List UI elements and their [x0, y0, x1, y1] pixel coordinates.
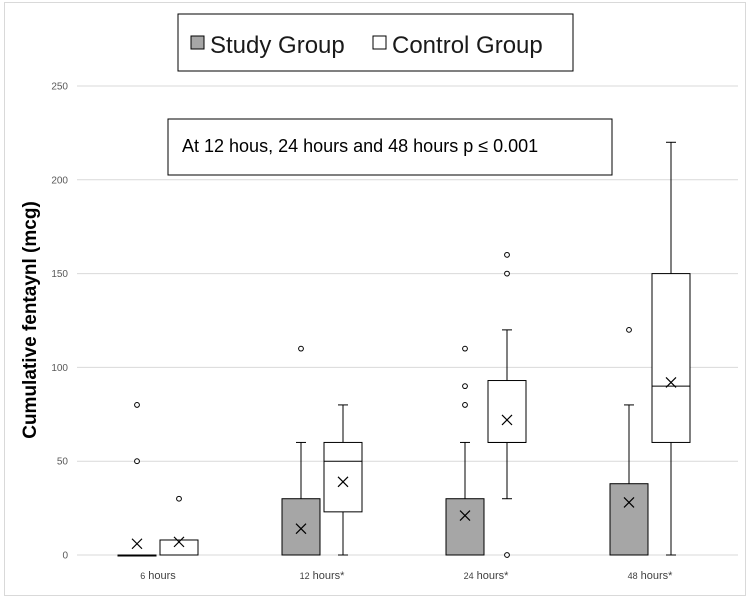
x-category-labels: 6 hours 12 hours* 24 hours* 48 hours* [140, 570, 673, 582]
legend-label-study-group: Study Group [210, 32, 345, 59]
study-group-2-box [445, 498, 485, 556]
study-group-3-box [609, 483, 649, 556]
control-group-1-box [323, 441, 363, 513]
control-group-3-box [651, 273, 691, 443]
y-tick-label-200: 200 [51, 175, 68, 186]
control-group-3-mean-marker [665, 376, 677, 388]
study-group-1-outlier-0 [298, 345, 304, 352]
y-tick-label-250: 250 [51, 82, 68, 93]
study-group-2-outlier-0 [462, 402, 468, 408]
study-group-1-mean-marker [295, 523, 307, 535]
study-group-0-mean-marker [131, 538, 143, 550]
x-category-label-1: 12 hours* [300, 570, 346, 582]
box-marks [117, 141, 691, 558]
x-category-label-3: 48 hours* [628, 570, 674, 582]
y-axis-label: Cumulative fentaynl (mcg) [20, 201, 41, 439]
x-category-label-2: 24 hours* [464, 570, 510, 582]
legend-label-control-group: Control Group [392, 32, 543, 59]
x-category-label-0: 6 hours [140, 570, 176, 582]
control-group-2-box [487, 380, 527, 443]
control-group-0-mean-marker [173, 536, 185, 548]
study-group-0-outlier-0 [134, 458, 140, 465]
legend: Study Group Control Group [177, 13, 574, 72]
study-group-0-outlier-1 [134, 402, 140, 408]
control-group-2-outlier-1 [504, 270, 510, 277]
study-group-1-box [281, 498, 321, 556]
legend-swatch-study-group [190, 35, 205, 50]
study-group-3-outlier-0 [626, 326, 632, 333]
study-group-2-mean-marker [459, 510, 471, 522]
control-group-2-mean-marker [501, 414, 513, 426]
control-group-2-outlier-0 [504, 552, 510, 558]
y-tick-label-0: 0 [62, 551, 68, 562]
y-tick-label-150: 150 [51, 269, 68, 280]
legend-swatch-control-group [372, 35, 387, 50]
study-group-3-mean-marker [623, 497, 635, 508]
annotation: At 12 hous, 24 hours and 48 hours p ≤ 0.… [167, 118, 613, 176]
control-group-2-outlier-2 [504, 251, 510, 258]
study-group-2-outlier-1 [462, 383, 468, 390]
control-group-1-mean-marker [337, 476, 349, 488]
annotation-text: At 12 hous, 24 hours and 48 hours p ≤ 0.… [182, 136, 538, 156]
control-group-0-outlier-0 [176, 495, 182, 502]
y-tick-labels: 0 50 100 150 200 250 [51, 82, 68, 562]
study-group-2-outlier-2 [462, 345, 468, 352]
y-tick-label-50: 50 [57, 457, 69, 468]
annotation-box [167, 118, 613, 176]
y-tick-label-100: 100 [51, 363, 68, 374]
